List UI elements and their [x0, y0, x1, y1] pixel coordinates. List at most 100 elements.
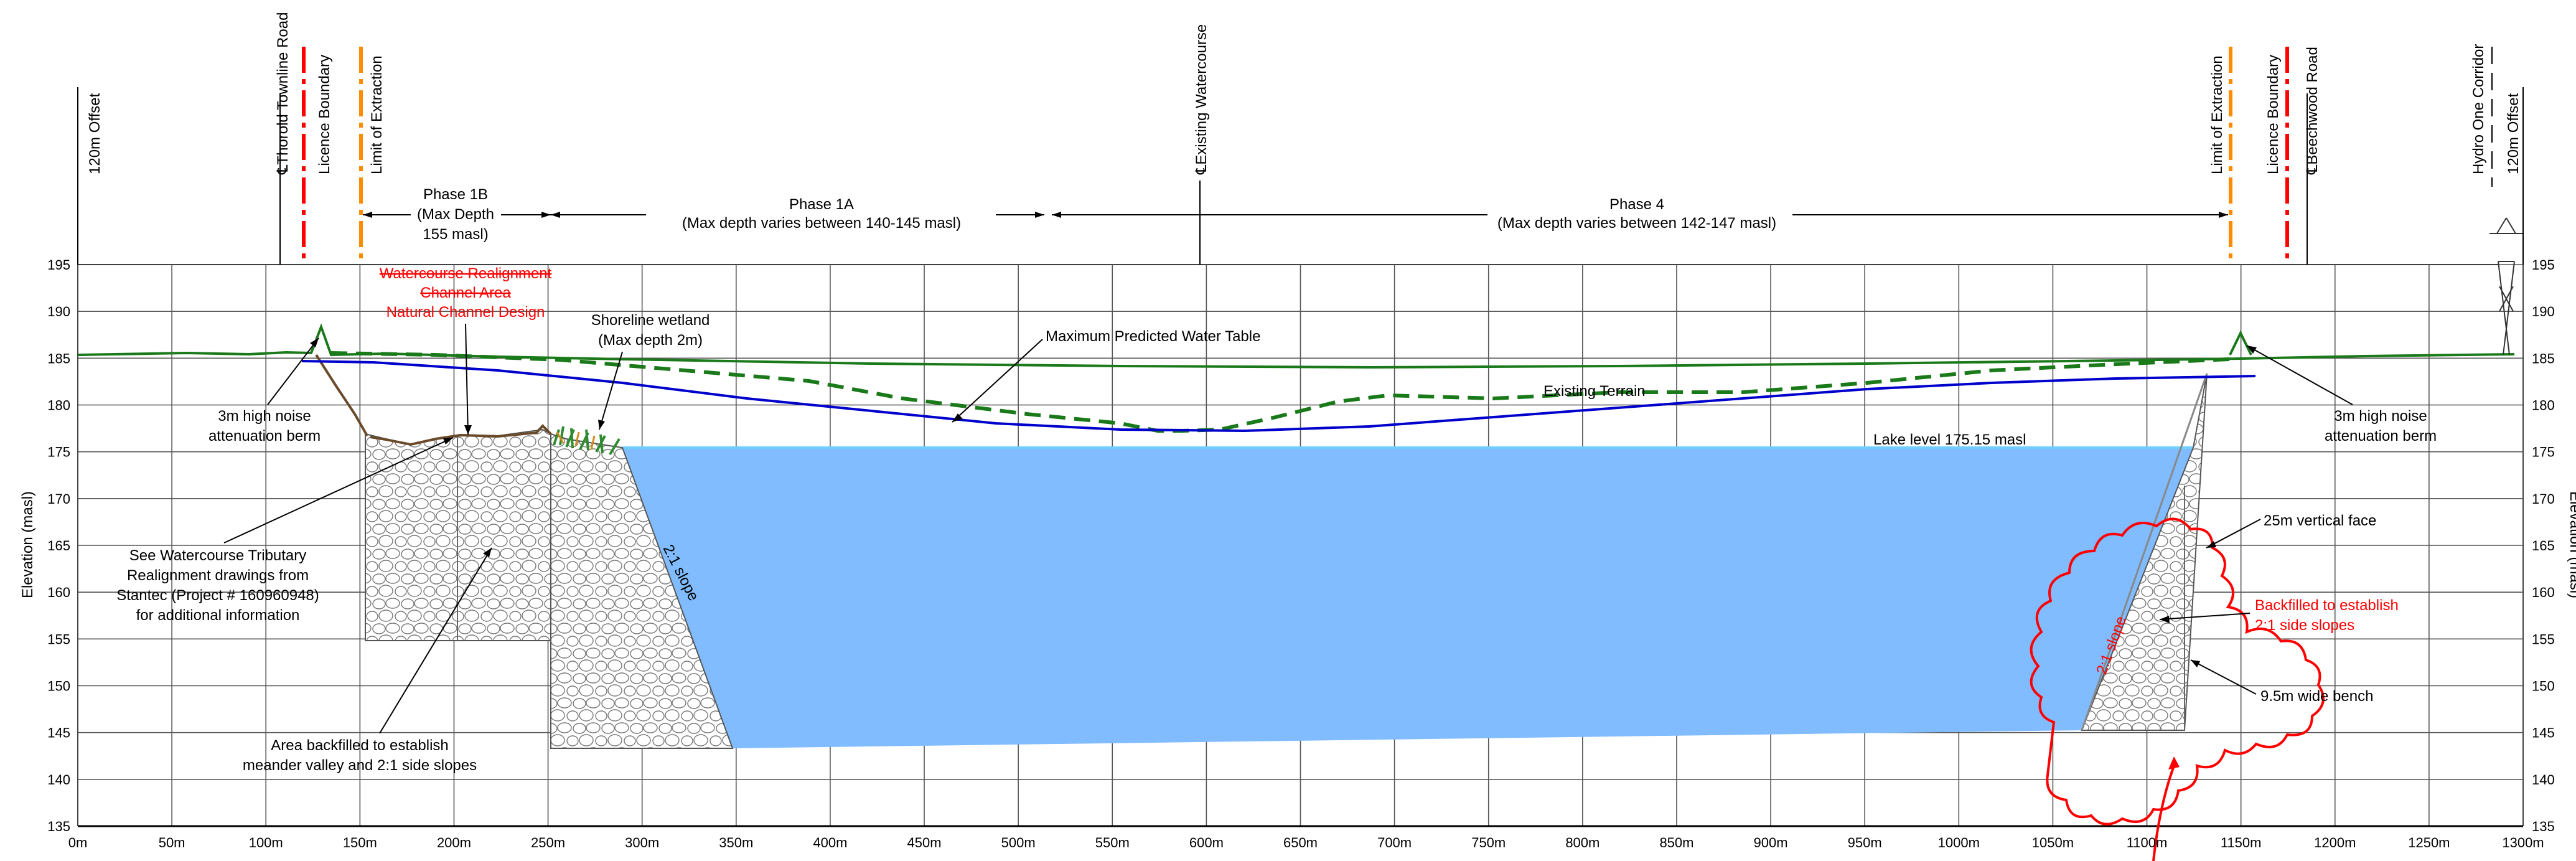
phase-4-title: Phase 4	[1609, 196, 1664, 213]
x-tick-label: 1250m	[2408, 835, 2450, 850]
berm-right-leader	[2246, 345, 2353, 405]
wetland-reeds	[556, 431, 596, 450]
y-tick-label-right: 180	[2532, 398, 2555, 413]
berm-left-label-1: 3m high noise	[218, 408, 311, 425]
backfill-right-arrow	[2160, 616, 2170, 623]
x-tick-label: 150m	[343, 835, 377, 850]
existing-terrain-dashed	[330, 351, 2231, 433]
berm-right-label-2: attenuation berm	[2325, 428, 2437, 445]
channel-ground-line	[370, 424, 552, 446]
y-tick-label-right: 150	[2532, 679, 2555, 694]
right-slope-line	[2081, 373, 2208, 731]
y-tick-label-left: 140	[47, 772, 70, 788]
berm-right-label-1: 3m high noise	[2334, 408, 2427, 425]
backfill-left-label-2: meander valley and 2:1 side slopes	[243, 757, 477, 774]
lake-level-label: Lake level 175.15 masl	[1873, 431, 2026, 448]
x-tick-label: 600m	[1189, 835, 1224, 850]
x-tick-label: 1150m	[2221, 835, 2262, 850]
left-ramp-line	[315, 354, 368, 436]
realignment-leader	[465, 323, 469, 435]
y-axis-label-left: Elevation (masl)	[19, 491, 36, 598]
wetland-grass	[553, 426, 621, 456]
x-tick-label: 0m	[68, 835, 88, 850]
wetland-label-1: Shoreline wetland	[591, 312, 710, 329]
watercourse-label: ℄Existing Watercourse	[1193, 24, 1210, 175]
x-tick-label: 650m	[1283, 835, 1318, 850]
y-tick-label-right: 145	[2532, 725, 2555, 741]
x-tick-label: 550m	[1095, 835, 1130, 850]
x-tick-label: 1300m	[2502, 835, 2544, 850]
y-axis-label-right: Elevation (masl)	[2567, 491, 2576, 598]
y-tick-label-left: 190	[47, 304, 70, 319]
x-tick-label: 250m	[531, 835, 565, 850]
water-table-label: Maximum Predicted Water Table	[1046, 328, 1260, 345]
phase-1b-title: Phase 1B	[423, 186, 488, 203]
backfill-left-label-1: Area backfilled to establish	[271, 737, 449, 754]
vertical-face-label: 25m vertical face	[2264, 512, 2376, 529]
x-tick-label: 1050m	[2032, 835, 2074, 850]
y-tick-label-left: 195	[47, 257, 70, 273]
berm-right-arrow	[2247, 346, 2257, 354]
phase-1b-depth-value: 155 masl)	[423, 226, 488, 243]
bench-label: 9.5m wide bench	[2260, 688, 2373, 705]
y-tick-label-left: 185	[47, 351, 70, 366]
berm-left-label-2: attenuation berm	[208, 428, 321, 445]
x-tick-label: 750m	[1471, 835, 1506, 850]
realignment-label-2: Channel Area	[420, 285, 511, 301]
y-tick-label-right: 160	[2532, 585, 2555, 600]
y-tick-label-right: 175	[2532, 445, 2555, 460]
beechwood-label: ℄Beechwood Road	[2304, 47, 2321, 175]
water-table-line	[301, 360, 2256, 433]
phase-1b-depth: (Max Depth	[417, 206, 494, 223]
y-tick-label-left: 160	[47, 585, 70, 600]
y-tick-label-right: 165	[2532, 538, 2555, 553]
backfill-left-arrow	[483, 548, 492, 557]
licence-left-label: Licence Boundary	[316, 55, 333, 174]
realignment-label-3: Natural Channel Design	[386, 304, 545, 321]
x-tick-label: 100m	[249, 835, 283, 850]
x-tick-label: 1200m	[2314, 835, 2356, 850]
x-tick-label: 500m	[1001, 835, 1036, 850]
wetland-label-2: (Max depth 2m)	[598, 332, 703, 349]
stantec-arrow	[443, 438, 453, 445]
realignment-arrow	[464, 425, 472, 435]
revision-cloud	[2030, 517, 2325, 826]
x-tick-label: 400m	[813, 835, 847, 850]
x-tick-label: 800m	[1565, 835, 1599, 850]
revision-arrow	[2152, 762, 2176, 861]
y-tick-label-left: 135	[47, 819, 70, 834]
axis-ticks: 195 195 190 190 185 185 180 180 175 175 170 170 165 1…	[47, 257, 2554, 850]
y-tick-label-right: 190	[2532, 304, 2555, 319]
x-tick-label: 850m	[1659, 835, 1693, 850]
lake-water	[622, 448, 2193, 748]
y-tick-label-left: 175	[47, 445, 70, 460]
x-tick-label: 450m	[907, 835, 942, 850]
x-tick-label: 50m	[159, 835, 185, 850]
backfill-right-leader	[2159, 613, 2250, 620]
water-table-arrow	[952, 413, 963, 422]
hydro-tower	[2489, 217, 2523, 355]
x-tick-label: 350m	[719, 835, 753, 850]
y-tick-label-left: 150	[47, 679, 70, 694]
backfill-left-leader	[379, 547, 492, 734]
limit-left-label: Limit of Extraction	[368, 55, 385, 174]
ground-line	[77, 323, 2515, 369]
bench-arrow	[2191, 660, 2200, 667]
phase-1a-depth: (Max depth varies between 140-145 masl)	[682, 215, 961, 232]
phase-1a-title: Phase 1A	[789, 196, 854, 213]
y-tick-label-left: 170	[47, 491, 70, 507]
y-tick-label-right: 135	[2532, 819, 2555, 834]
phase-4-depth: (Max depth varies between 142-147 masl)	[1497, 215, 1776, 232]
x-tick-label: 300m	[625, 835, 659, 850]
backfill-right-label-2: 2:1 side slopes	[2255, 617, 2354, 634]
stantec-label-1: See Watercourse Tributary	[129, 547, 307, 564]
y-tick-label-right: 155	[2532, 631, 2555, 647]
wetland-arrow	[598, 420, 605, 430]
x-tick-label: 700m	[1377, 835, 1412, 850]
bench-leader	[2190, 659, 2257, 695]
stantec-label-3: Stantec (Project # 160960948)	[116, 587, 319, 604]
phase-dimension-arrows	[363, 212, 2228, 218]
revision-arrow-head	[2168, 756, 2180, 769]
y-tick-label-right: 140	[2532, 772, 2555, 788]
